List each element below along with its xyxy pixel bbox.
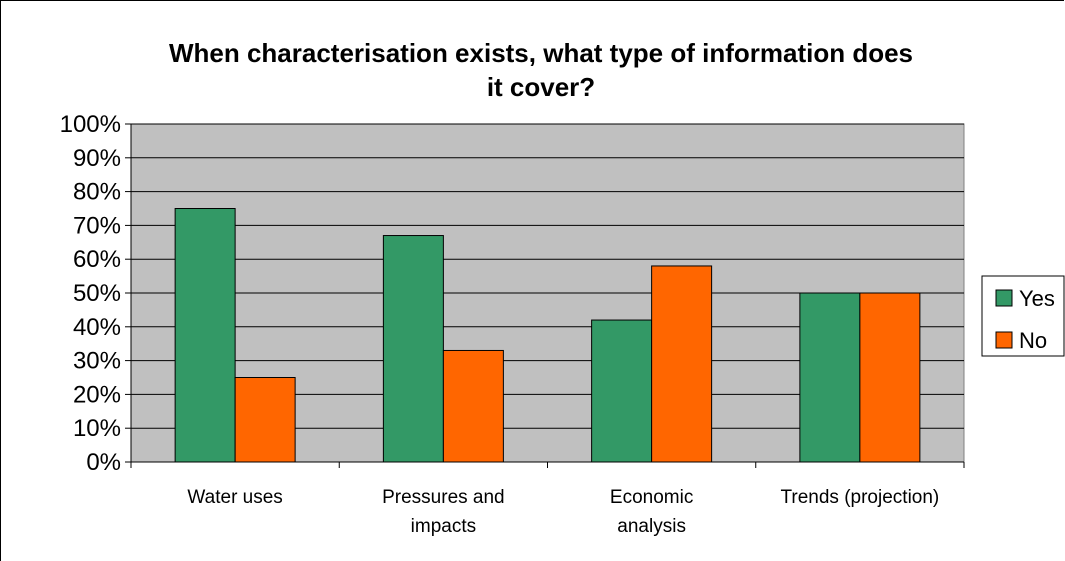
axes: [125, 123, 965, 468]
y-axis-tick-labels: 0% 10% 20% 30% 40% 50% 60% 70% 80% 90% 100%: [60, 111, 121, 476]
x-tick-label: Economic: [610, 487, 693, 508]
bar-no-3: [651, 265, 713, 463]
y-tick-label: 80%: [73, 179, 121, 206]
legend: Yes No: [981, 275, 1065, 357]
chart-title: When characterisation exists, what type …: [169, 38, 913, 102]
y-tick-label: 100%: [60, 111, 121, 138]
y-tick-label: 30%: [73, 348, 121, 375]
chart-title-line-1: When characterisation exists, what type …: [169, 38, 913, 68]
bar-no-2: [442, 349, 504, 463]
y-tick-label: 50%: [73, 280, 121, 307]
bar-no-4: [859, 292, 921, 463]
y-tick-label: 10%: [73, 415, 121, 442]
y-tick-label: 60%: [73, 246, 121, 273]
x-tick-label: Water uses: [187, 487, 282, 508]
chart-title-line-2: it cover?: [487, 72, 595, 102]
bar-yes-3: [591, 319, 653, 463]
x-tick-label: impacts: [411, 516, 476, 537]
y-tick-label: 20%: [73, 381, 121, 408]
y-tick-label: 90%: [73, 145, 121, 172]
y-tick-label: 70%: [73, 212, 121, 239]
y-tick-label: 40%: [73, 314, 121, 341]
x-axis-tick-labels: Water uses Pressures and impacts Economic an…: [187, 487, 939, 537]
legend-swatch-no: [995, 331, 1013, 349]
bar-yes-1: [174, 208, 236, 463]
bar-yes-2: [382, 235, 444, 463]
legend-label-no: No: [1019, 328, 1047, 353]
legend-label-yes: Yes: [1019, 286, 1055, 311]
bar-no-1: [234, 377, 296, 463]
x-tick-label: Trends (projection): [781, 487, 940, 508]
y-tick-label: 0%: [86, 449, 121, 476]
legend-swatch-yes: [995, 289, 1013, 307]
x-tick-label: analysis: [617, 516, 686, 537]
bar-yes-4: [799, 292, 861, 463]
bars: [174, 208, 921, 463]
x-tick-label: Pressures and: [382, 487, 505, 508]
